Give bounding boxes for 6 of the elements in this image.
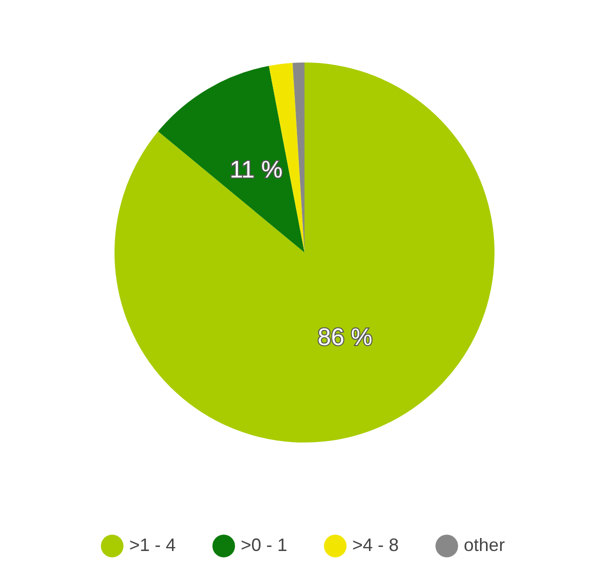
legend-label: other (464, 534, 505, 555)
legend-label: >1 - 4 (129, 534, 176, 555)
legend-label: >4 - 8 (352, 534, 399, 555)
legend-label: >0 - 1 (240, 534, 288, 555)
data-label: 86 % (318, 324, 372, 352)
data-label: 11 % (230, 156, 283, 184)
